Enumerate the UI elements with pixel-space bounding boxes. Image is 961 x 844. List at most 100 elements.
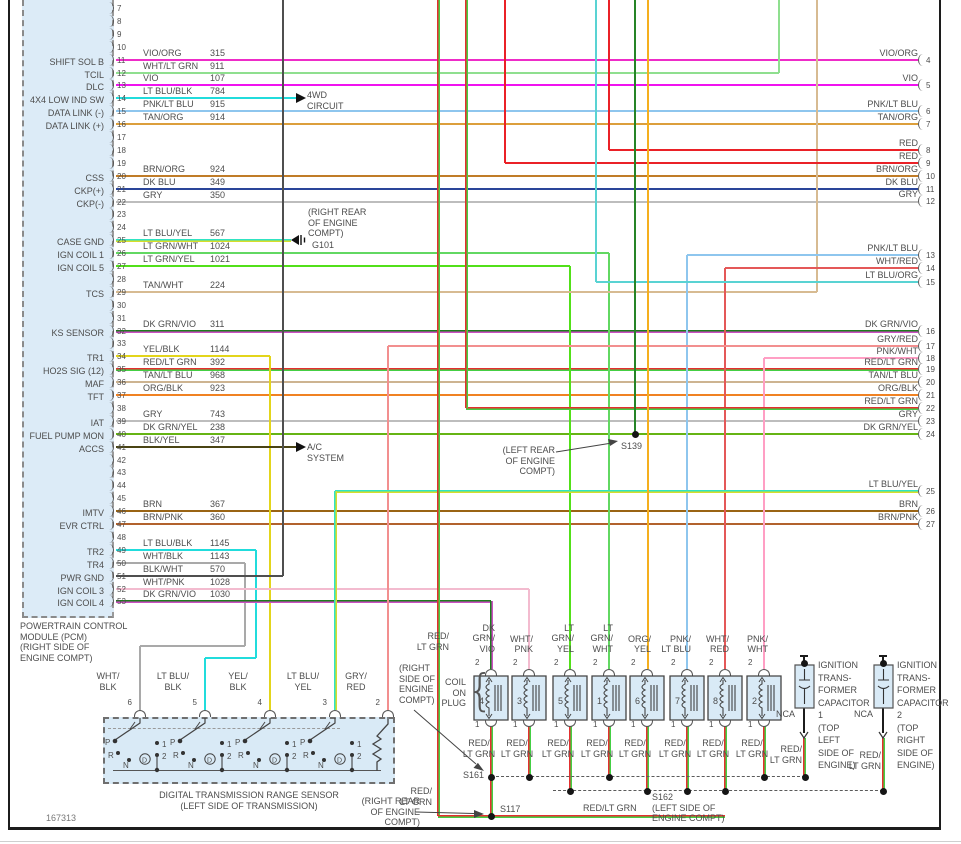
cap2-wire-label: RED/ LT GRN <box>848 750 881 771</box>
wire-segment <box>646 726 649 791</box>
pcm-pin-label: TFT <box>87 392 105 402</box>
right-pin-number: 11 <box>926 185 935 194</box>
pcm-pin-arc <box>107 466 114 478</box>
right-wire-name: GRY <box>898 409 918 419</box>
pcm-pin-number: 42 <box>117 456 126 465</box>
coil-bottom-wire-name: RED/ LT GRN <box>696 738 730 759</box>
pcm-pin-number: 9 <box>117 30 122 39</box>
right-pin-number: 12 <box>926 197 935 206</box>
pcm-wire-name: YEL/BLK <box>143 344 180 354</box>
pcm-pin-number: 21 <box>117 185 126 194</box>
wire-segment <box>528 589 530 669</box>
right-pin-number: 9 <box>926 159 931 168</box>
wire-segment <box>116 523 918 525</box>
wire-segment <box>803 708 805 733</box>
pcm-circuit-number: 1024 <box>210 241 231 251</box>
right-pin-number: 22 <box>926 404 935 413</box>
coil-bottom-wire-name: RED/ LT GRN <box>618 738 652 759</box>
wire-segment <box>116 330 918 333</box>
pcm-pin-arc <box>107 402 114 414</box>
dtr-common-rail <box>113 770 381 772</box>
wire-segment <box>724 268 726 669</box>
pcm-pin-number: 29 <box>117 288 126 297</box>
g101-id: G101 <box>312 240 335 250</box>
pcm-pin-number: 23 <box>117 210 126 219</box>
svg-text:R: R <box>238 751 244 760</box>
splice-dot-s139 <box>631 430 639 438</box>
wire-segment <box>803 655 805 663</box>
pcm-wire-name: WHT/PNK <box>143 577 185 587</box>
connector-arc <box>523 669 535 676</box>
s117-id: S117 <box>500 804 521 814</box>
dtr-wire-name: GRY/ RED <box>345 671 367 692</box>
wire-segment <box>116 110 918 112</box>
pcm-circuit-number: 784 <box>210 86 226 96</box>
s161-id: S161 <box>462 770 484 780</box>
pcm-wire-name: LT BLU/YEL <box>143 228 193 238</box>
pcm-pin-label: TCIL <box>84 70 104 80</box>
dtr-resistor <box>371 717 389 771</box>
connector-arc <box>382 710 394 717</box>
right-pin-number: 19 <box>926 365 935 374</box>
right-wire-name: LT BLU/YEL <box>868 479 918 489</box>
pcm-wire-name: BRN/ORG <box>143 164 186 174</box>
wire-segment <box>116 562 245 564</box>
nca-label-2: NCA <box>853 709 873 719</box>
coil-bottom-wire-name: RED/ LT GRN <box>580 738 614 759</box>
nca-arrow-icon <box>878 731 888 740</box>
right-wire-name: DK GRN/VIO <box>864 319 918 329</box>
coil-on-plug-6: 6 <box>629 675 665 721</box>
coil-on-plug-2: 2 <box>746 675 782 721</box>
pcm-pin-arc <box>107 299 114 311</box>
svg-text:N: N <box>253 761 259 770</box>
pcm-wire-name: LT GRN/WHT <box>143 241 199 251</box>
pcm-pin-number: 22 <box>117 198 126 207</box>
pcm-pin-number: 31 <box>117 314 126 323</box>
pcm-pin-number: 15 <box>117 107 126 116</box>
coil-pin-top-number: 2 <box>593 658 598 667</box>
svg-text:P: P <box>235 738 240 747</box>
pcm-pin-label: IGN COIL 4 <box>57 598 104 608</box>
svg-text:D: D <box>337 758 342 765</box>
connector-arc <box>134 710 146 717</box>
pcm-pin-number: 13 <box>117 81 126 90</box>
right-wire-name: DK GRN/YEL <box>863 422 918 432</box>
pcm-wire-name: WHT/BLK <box>143 551 184 561</box>
connector-arc <box>199 710 211 717</box>
wire-segment <box>647 0 649 669</box>
capacitor-2-text: IGNITION TRANS- FORMER CAPACITOR 2 (TOP … <box>897 660 949 770</box>
right-wire-name: VIO <box>902 73 918 83</box>
coil-on-plug-brace: { <box>466 665 494 716</box>
g101-note: (RIGHT REAR OF ENGINE COMPT) <box>308 207 367 238</box>
pcm-wire-name: DK GRN/VIO <box>143 589 197 599</box>
pcm-wire-name: BRN <box>143 499 163 509</box>
pcm-pin-number: 12 <box>117 69 126 78</box>
pcm-pin-arc <box>107 67 114 79</box>
nca-label-1: NCA <box>775 709 795 719</box>
svg-text:2: 2 <box>357 752 362 761</box>
wire-segment <box>116 123 918 125</box>
svg-text:N: N <box>188 761 194 770</box>
pcm-pin-label: TR4 <box>86 560 104 570</box>
pcm-wire-name: LT BLU/BLK <box>143 538 193 548</box>
pcm-pin-number: 10 <box>117 43 126 52</box>
connector-arc <box>641 720 653 727</box>
coil-wire-name: ORG/ YEL <box>627 633 651 655</box>
pcm-wire-name: VIO/ORG <box>143 48 182 58</box>
pcm-pin-number: 46 <box>117 507 126 516</box>
wire-segment <box>116 175 918 177</box>
wire-segment <box>388 345 918 347</box>
pcm-circuit-number: 915 <box>210 99 226 109</box>
pcm-pin-arc <box>107 518 114 530</box>
right-pin-number: 24 <box>926 430 935 439</box>
pcm-pin-arc <box>107 105 114 117</box>
pcm-pin-number: 33 <box>117 339 126 348</box>
svg-text:2: 2 <box>752 696 757 706</box>
wire-segment <box>116 59 918 61</box>
right-pin-arc <box>918 428 925 440</box>
coil-on-plug-4: 4 <box>473 675 509 721</box>
coil-wire-name: WHT/ PNK <box>510 633 533 655</box>
right-wire-name: GRY <box>898 189 918 199</box>
pcm-wire-name: BLK/WHT <box>143 564 184 574</box>
pcm-pin-number: 53 <box>117 597 126 606</box>
